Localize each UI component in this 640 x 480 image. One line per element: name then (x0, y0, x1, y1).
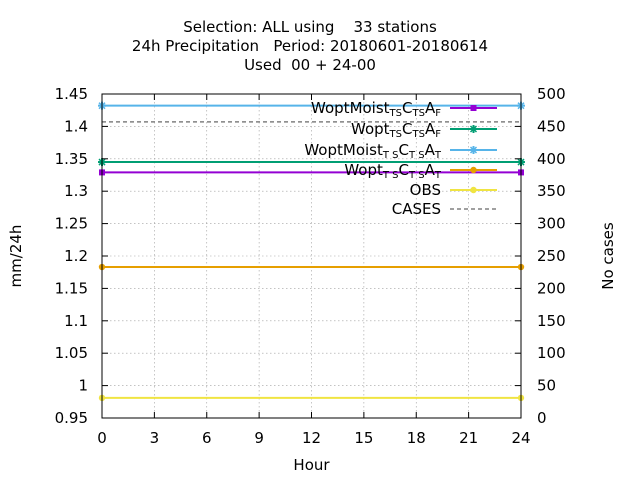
x-axis-label: Hour (293, 456, 330, 474)
y-tick-label: 1.2 (64, 247, 88, 265)
y2-tick-label: 200 (537, 279, 566, 297)
y-tick-label: 0.95 (55, 409, 88, 427)
x-tick-label: 18 (407, 429, 426, 447)
y2-tick-label: 350 (537, 182, 566, 200)
y2-tick-label: 250 (537, 247, 566, 265)
y2-tick-label: 500 (537, 85, 566, 103)
y-tick-label: 1.05 (55, 344, 88, 362)
x-tick-label: 24 (511, 429, 530, 447)
x-tick-label: 21 (459, 429, 478, 447)
y-tick-label: 1.3 (64, 182, 88, 200)
y-tick-label: 1.15 (55, 279, 88, 297)
y2-tick-label: 0 (537, 409, 547, 427)
y2-tick-label: 50 (537, 377, 556, 395)
y-tick-label: 1.45 (55, 85, 88, 103)
x-tick-label: 15 (354, 429, 373, 447)
legend-marker (469, 146, 478, 154)
y2-tick-label: 150 (537, 312, 566, 330)
title-line: Selection: ALL using 33 stations (183, 18, 437, 36)
y-tick-label: 1.25 (55, 215, 88, 233)
x-tick-label: 3 (150, 429, 160, 447)
title-line: 24h Precipitation Period: 20180601-20180… (132, 37, 488, 55)
y-tick-label: 1.35 (55, 150, 88, 168)
legend-marker (470, 105, 477, 111)
y2-tick-label: 400 (537, 150, 566, 168)
title-line: Used 00 + 24-00 (244, 56, 376, 74)
x-tick-label: 0 (97, 429, 107, 447)
y2-tick-label: 300 (537, 215, 566, 233)
y2-axis-label: No cases (599, 222, 617, 290)
y-tick-label: 1 (78, 377, 88, 395)
x-tick-label: 6 (202, 429, 212, 447)
legend-label: WoptT SCT SAT (344, 161, 442, 181)
grid (102, 94, 521, 418)
axis-ticks: 0 3 6 9 12 15 18 21 24 0.95 1 1.05 1.1 1.15 1.2 1.25 1.3… (55, 85, 566, 447)
y2-tick-label: 100 (537, 344, 566, 362)
legend-marker (470, 186, 477, 194)
y-tick-label: 1.1 (64, 312, 88, 330)
legend-label: WoptTSCTSAF (351, 120, 441, 140)
y2-tick-label: 450 (537, 117, 566, 135)
legend-label: CASES (392, 200, 441, 218)
y-tick-label: 1.4 (64, 117, 88, 135)
legend-label: WoptMoistT SCT SAT (304, 141, 442, 161)
legend-label: OBS (410, 181, 441, 199)
legend-label: WoptMoistTSCTSAF (311, 99, 441, 119)
legend-marker (470, 166, 477, 174)
x-tick-label: 12 (302, 429, 321, 447)
y-axis-label: mm/24h (7, 225, 25, 288)
x-tick-label: 9 (254, 429, 264, 447)
legend-marker (469, 125, 478, 133)
